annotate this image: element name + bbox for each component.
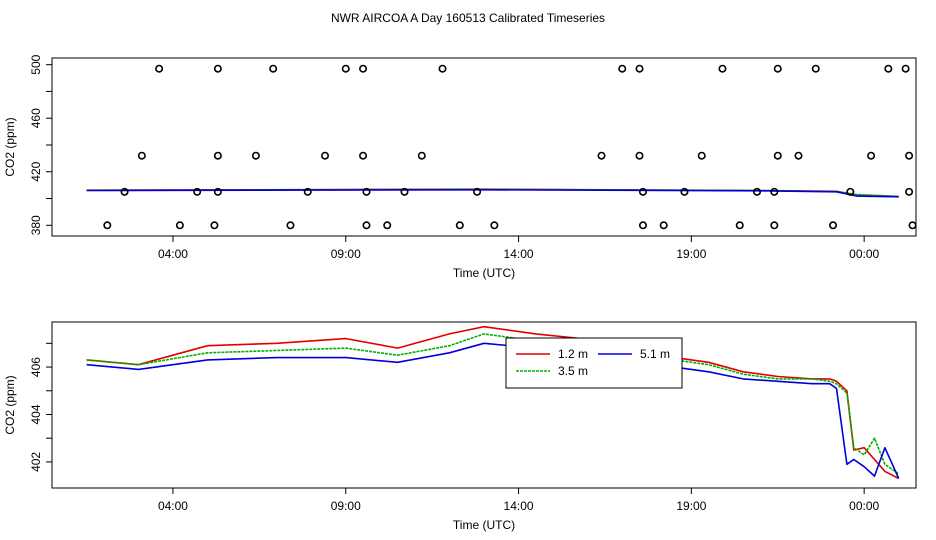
data-point	[137, 151, 146, 160]
data-point	[908, 221, 917, 230]
data-point	[341, 64, 350, 73]
data-point	[213, 187, 222, 196]
data-point	[175, 221, 184, 230]
y-tick-label: 500	[29, 54, 43, 74]
x-axis-label: Time (UTC)	[453, 266, 515, 280]
data-point	[400, 187, 409, 196]
y-tick-label: 420	[29, 161, 43, 181]
series-line-blue	[86, 342, 900, 479]
data-point	[846, 187, 855, 196]
data-point	[735, 221, 744, 230]
data-point	[473, 187, 482, 196]
legend-label: 5.1 m	[640, 347, 670, 361]
data-point	[213, 151, 222, 160]
y-tick-label: 406	[29, 357, 43, 377]
x-axis-label: Time (UTC)	[453, 518, 515, 532]
series-line-red	[86, 325, 900, 480]
data-point	[417, 151, 426, 160]
data-point	[359, 151, 368, 160]
x-tick-label: 00:00	[849, 499, 879, 513]
data-point	[811, 64, 820, 73]
y-tick-label: 380	[29, 215, 43, 235]
x-tick-label: 14:00	[504, 499, 534, 513]
data-point	[251, 151, 260, 160]
data-point	[770, 221, 779, 230]
y-tick-label: 404	[29, 404, 43, 424]
x-tick-label: 14:00	[504, 247, 534, 261]
line-panel: 04:00 09:00 14:00 19:00 00:00 Time (UTC) 402 40…	[3, 321, 917, 532]
plot-frame	[51, 321, 917, 489]
x-tick-label: 19:00	[676, 247, 706, 261]
data-point	[773, 64, 782, 73]
y-axis-label: CO2 (ppm)	[3, 117, 17, 176]
data-point	[618, 64, 627, 73]
x-tick-label: 09:00	[331, 499, 361, 513]
data-point	[213, 64, 222, 73]
data-point	[905, 187, 914, 196]
data-point	[829, 221, 838, 230]
data-point	[718, 64, 727, 73]
scatter-panel: 04:00 09:00 14:00 19:00 00:00 Time (UTC) 380 42…	[3, 54, 917, 280]
series-line-blue	[86, 189, 899, 198]
data-point	[210, 221, 219, 230]
y-tick-label: 402	[29, 452, 43, 472]
data-point	[193, 187, 202, 196]
data-point	[362, 221, 371, 230]
data-point	[286, 221, 295, 230]
data-point	[303, 187, 312, 196]
data-point	[438, 64, 447, 73]
y-axis-label: CO2 (ppm)	[3, 375, 17, 434]
data-point	[120, 187, 129, 196]
x-tick-label: 04:00	[158, 247, 188, 261]
data-point	[901, 64, 910, 73]
data-point	[697, 151, 706, 160]
chart-title: NWR AIRCOA A Day 160513 Calibrated Times…	[331, 11, 605, 25]
series-line-green	[86, 333, 900, 475]
x-tick-label: 04:00	[158, 499, 188, 513]
data-point	[269, 64, 278, 73]
data-point	[383, 221, 392, 230]
data-point	[770, 187, 779, 196]
data-point	[155, 64, 164, 73]
legend-label: 1.2 m	[558, 347, 588, 361]
data-point	[635, 151, 644, 160]
x-tick-label: 09:00	[331, 247, 361, 261]
plot-frame	[51, 57, 917, 237]
data-point	[635, 64, 644, 73]
data-point	[362, 187, 371, 196]
data-point	[455, 221, 464, 230]
data-point	[680, 187, 689, 196]
x-tick-label: 00:00	[849, 247, 879, 261]
data-point	[321, 151, 330, 160]
data-point	[359, 64, 368, 73]
data-point	[490, 221, 499, 230]
x-tick-label: 19:00	[676, 499, 706, 513]
data-point	[103, 221, 112, 230]
legend-box	[505, 337, 683, 389]
data-point	[638, 221, 647, 230]
data-point	[794, 151, 803, 160]
data-point	[773, 151, 782, 160]
data-point	[905, 151, 914, 160]
legend-label: 3.5 m	[558, 364, 588, 378]
data-point	[659, 221, 668, 230]
data-point	[867, 151, 876, 160]
y-tick-label: 460	[29, 108, 43, 128]
data-point	[753, 187, 762, 196]
data-point	[597, 151, 606, 160]
data-point	[638, 187, 647, 196]
series-line-green	[86, 188, 899, 198]
data-point	[884, 64, 893, 73]
